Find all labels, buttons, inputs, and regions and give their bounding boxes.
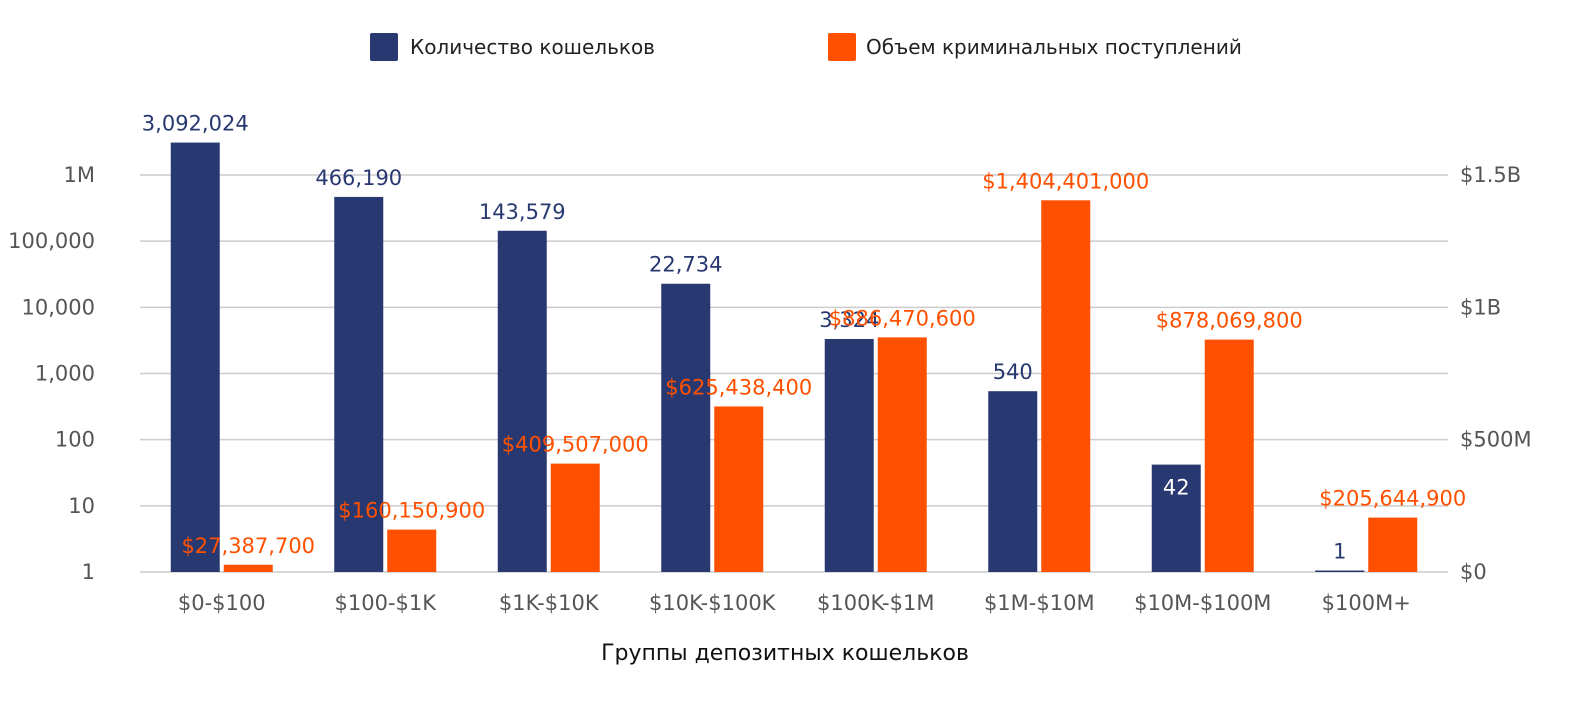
bar-wallet-count (988, 391, 1038, 572)
data-label-wallet-count: 22,734 (649, 253, 722, 277)
bar-criminal-inflows (1368, 517, 1418, 572)
x-tick-label: $1K-$10K (499, 591, 600, 615)
bar-criminal-inflows (223, 564, 273, 572)
x-tick-label: $100K-$1M (817, 591, 934, 615)
x-tick-label: $1M-$10M (984, 591, 1095, 615)
legend-swatch-wallets (370, 33, 398, 61)
right-y-axis: $0 $500M $1B $1.5B (1460, 163, 1532, 584)
legend-label-wallets: Количество кошельков (410, 35, 655, 59)
data-label-wallet-count: 3,092,024 (142, 112, 249, 136)
bar-wallet-count (170, 142, 220, 573)
left-tick-label: 10 (68, 494, 95, 518)
data-label-wallet-count: 3,324 (819, 308, 879, 332)
x-axis: $0-$100 $100-$1K $1K-$10K $10K-$100K $100K-$… (178, 591, 1411, 615)
bar-criminal-inflows (714, 406, 764, 572)
data-label-wallet-count: 466,190 (315, 166, 402, 190)
data-label-criminal-inflows: $27,387,700 (181, 534, 315, 558)
data-label-criminal-inflows: $205,644,900 (1319, 487, 1466, 511)
right-tick-label: $0 (1460, 560, 1487, 584)
bar-criminal-inflows (1041, 200, 1091, 572)
data-label-wallet-count: 143,579 (479, 200, 566, 224)
left-tick-label: 100,000 (8, 229, 95, 253)
data-label-criminal-inflows: $1,404,401,000 (982, 169, 1149, 193)
right-tick-label: $500M (1460, 428, 1532, 452)
bar-criminal-inflows (1204, 339, 1254, 572)
data-label-criminal-inflows: $625,438,400 (665, 375, 812, 399)
x-tick-label: $0-$100 (178, 591, 266, 615)
data-label-wallet-count: 540 (993, 360, 1033, 384)
right-tick-label: $1.5B (1460, 163, 1521, 187)
right-tick-label: $1B (1460, 295, 1501, 319)
left-tick-label: 100 (55, 428, 95, 452)
legend-swatch-criminal-inflows (828, 33, 856, 61)
bar-wallet-count (1315, 570, 1365, 572)
bar-wallet-count (334, 196, 384, 572)
x-tick-label: $100M+ (1322, 591, 1411, 615)
bar-criminal-inflows (550, 463, 600, 572)
bars (170, 142, 1418, 573)
data-label-criminal-inflows: $878,069,800 (1156, 309, 1303, 333)
left-tick-label: 1M (64, 163, 95, 187)
data-label-criminal-inflows: $160,150,900 (338, 499, 485, 523)
left-tick-label: 1,000 (35, 362, 95, 386)
data-label-criminal-inflows: $886,470,600 (829, 306, 976, 330)
x-tick-label: $10M-$100M (1134, 591, 1271, 615)
legend: Количество кошельков Объем криминальных … (370, 33, 1242, 61)
bar-criminal-inflows (877, 337, 927, 572)
left-tick-label: 1 (82, 560, 95, 584)
bar-criminal-inflows (387, 529, 437, 572)
left-y-axis: 1 10 100 1,000 10,000 100,000 1M (8, 163, 95, 584)
bar-wallet-count (824, 338, 874, 572)
data-label-wallet-count: 1 (1333, 540, 1346, 564)
data-label-wallet-count: 42 (1163, 476, 1190, 500)
x-tick-label: $10K-$100K (649, 591, 777, 615)
bar-wallet-count (661, 283, 711, 572)
bar-wallet-count (497, 230, 547, 573)
x-tick-label: $100-$1K (334, 591, 437, 615)
legend-label-criminal-inflows: Объем криминальных поступлений (866, 35, 1242, 59)
data-label-criminal-inflows: $409,507,000 (502, 433, 649, 457)
x-axis-title: Группы депозитных кошельков (601, 641, 969, 666)
bar-wallet-count (1151, 464, 1201, 572)
data-labels: 3,092,024 $27,387,700 466,190 $160,150,900 1… (142, 112, 1466, 564)
left-tick-label: 10,000 (22, 295, 95, 319)
